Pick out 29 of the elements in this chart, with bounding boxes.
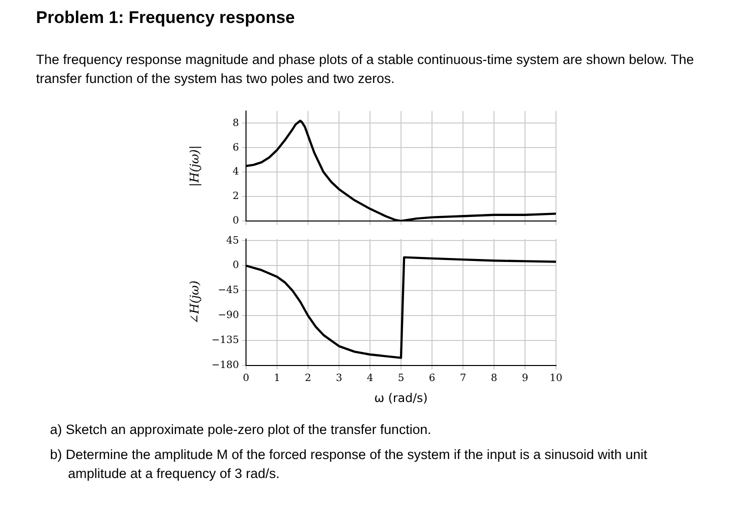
x-tick-label: 0 [242, 373, 250, 384]
y-tick-label: 0 [232, 216, 239, 227]
y-tick-label: −45 [218, 285, 239, 296]
x-tick-label: 1 [274, 373, 280, 384]
x-tick-label: 9 [522, 373, 528, 384]
y-tick-label: 4 [232, 166, 239, 178]
x-tick-label: 10 [550, 373, 562, 384]
x-tick-label: 8 [490, 373, 498, 384]
x-axis-title: ω (rad/s) [374, 390, 428, 405]
x-tick-label: 4 [366, 373, 374, 384]
y-tick-label: −135 [212, 335, 239, 346]
y-tick-label: 45 [226, 235, 239, 246]
chart-title: Problem 1: Frequency response [36, 8, 296, 28]
x-tick-label: 5 [398, 373, 404, 384]
y-tick-label: 2 [232, 191, 239, 202]
text: The frequency response magnitude and phase plots of a stable continuous-time system are shown below. The transfer function of the system has two poles and two zeros. [36, 51, 695, 88]
x-tick-label: 7 [460, 373, 466, 384]
y-axis-title: ∠H(jω) [187, 280, 202, 324]
x-tick-label: 2 [304, 373, 312, 384]
y-axis-title: |H(jω)| [187, 145, 202, 187]
x-tick-label: 3 [336, 373, 342, 384]
x-tick-label: 6 [428, 373, 436, 384]
y-tick-label: 8 [232, 118, 239, 129]
y-tick-label: −180 [212, 360, 239, 372]
y-tick-label: 6 [232, 142, 239, 154]
text: a) Sketch an approximate pole-zero plot of the transfer function. [50, 421, 432, 439]
text: b) Determine the amplitude M of the forced response of the system if the input is a sinusoid with unit amplitude at a frequency of 3 rad/s. [50, 446, 648, 483]
y-tick-label: −90 [218, 310, 239, 322]
y-tick-label: 0 [232, 260, 239, 272]
